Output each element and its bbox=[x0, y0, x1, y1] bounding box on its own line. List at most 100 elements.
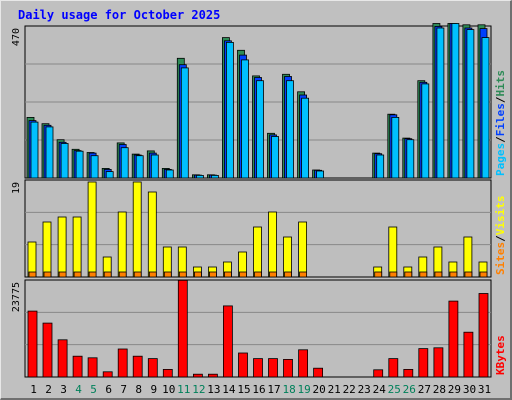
bar-pages-day-2 bbox=[45, 126, 54, 179]
panel-hits-legend: Pages/Files/Hits bbox=[494, 70, 507, 176]
bar-pages-day-31 bbox=[481, 37, 490, 179]
bar-kbytes-day-11 bbox=[177, 279, 188, 378]
bar-pages-day-4 bbox=[75, 150, 84, 179]
bar-sites-day-5 bbox=[88, 271, 97, 278]
legend-label-kbytes: KBytes bbox=[494, 335, 507, 375]
bar-visits-day-3 bbox=[57, 216, 67, 278]
bar-sites-day-8 bbox=[133, 271, 142, 278]
legend-label-files: Files bbox=[494, 103, 507, 136]
panel-visits: 19 Sites/Visits bbox=[11, 179, 507, 278]
bar-pages-day-24 bbox=[376, 154, 385, 179]
bar-kbytes-day-16 bbox=[253, 358, 263, 378]
bar-sites-day-17 bbox=[269, 271, 277, 278]
x-tick-label: 27 bbox=[418, 383, 431, 396]
bar-pages-day-7 bbox=[120, 147, 129, 179]
x-tick-label: 18 bbox=[282, 383, 295, 396]
bar-sites-day-15 bbox=[239, 271, 247, 278]
x-tick-label: 13 bbox=[207, 383, 220, 396]
panel-kbytes-ymax-label: 23775 bbox=[11, 282, 22, 312]
bar-visits-day-8 bbox=[132, 181, 142, 278]
bar-pages-day-26 bbox=[406, 139, 415, 179]
x-tick-label: 26 bbox=[403, 383, 416, 396]
bar-kbytes-day-24 bbox=[373, 369, 384, 378]
bar-sites-day-12 bbox=[193, 271, 202, 278]
chart-panels: 470 Pages/Files/Hits 19 Sites/Visits 23775 KB… bbox=[11, 23, 507, 378]
bar-visits-day-17 bbox=[268, 211, 277, 278]
x-tick-label: 17 bbox=[267, 383, 280, 396]
bar-kbytes-day-27 bbox=[418, 348, 429, 378]
bar-kbytes-day-30 bbox=[463, 331, 474, 378]
bar-pages-day-15 bbox=[241, 59, 249, 179]
bar-sites-day-19 bbox=[299, 271, 308, 278]
x-tick-label: 7 bbox=[120, 383, 127, 396]
bar-visits-day-25 bbox=[388, 226, 398, 278]
legend-label-sites: Sites bbox=[494, 242, 507, 275]
legend-label-visits: Visits bbox=[494, 196, 507, 236]
x-axis: 1 2 3 4 5 6 7 8 9 10 11 12 13 14 15 16 17 18 19 20 21 22 23 24 2… bbox=[30, 383, 491, 396]
x-tick-label: 12 bbox=[192, 383, 205, 396]
bar-sites-day-11 bbox=[178, 271, 187, 278]
bar-pages-day-13 bbox=[210, 174, 219, 179]
x-tick-label: 2 bbox=[45, 383, 52, 396]
bar-sites-day-3 bbox=[58, 271, 67, 278]
x-tick-label: 8 bbox=[135, 383, 142, 396]
bar-visits-day-5 bbox=[87, 181, 97, 278]
bar-sites-day-1 bbox=[28, 271, 37, 278]
bar-sites-day-9 bbox=[148, 271, 157, 278]
bar-pages-day-14 bbox=[225, 42, 234, 179]
x-tick-label: 30 bbox=[463, 383, 476, 396]
bar-pages-day-20 bbox=[316, 170, 325, 179]
bar-kbytes-day-17 bbox=[268, 358, 278, 378]
legend-separator: / bbox=[494, 235, 507, 242]
bar-visits-day-18 bbox=[283, 236, 292, 278]
panel-hits-ymax-label: 470 bbox=[11, 28, 22, 46]
bar-pages-day-30 bbox=[466, 29, 475, 179]
bar-kbytes-day-14 bbox=[222, 305, 233, 378]
legend-label-pages: Pages bbox=[494, 143, 507, 176]
x-tick-label: 22 bbox=[343, 383, 356, 396]
bar-kbytes-day-28 bbox=[433, 347, 444, 378]
x-tick-label: 1 bbox=[30, 383, 37, 396]
bar-kbytes-day-3 bbox=[57, 339, 68, 378]
bar-pages-day-19 bbox=[301, 97, 310, 179]
bar-pages-day-10 bbox=[165, 169, 174, 179]
bar-pages-day-28 bbox=[436, 27, 445, 179]
panel-hits: 470 Pages/Files/Hits bbox=[11, 23, 507, 179]
bar-kbytes-day-19 bbox=[298, 349, 309, 378]
panel-visits-ymax-label: 19 bbox=[11, 182, 22, 194]
x-tick-label: 6 bbox=[105, 383, 112, 396]
bar-kbytes-day-10 bbox=[162, 368, 173, 378]
bar-kbytes-day-4 bbox=[72, 355, 83, 378]
x-tick-label: 14 bbox=[222, 383, 236, 396]
x-tick-label: 20 bbox=[312, 383, 325, 396]
bar-kbytes-day-12 bbox=[192, 373, 203, 378]
bar-visits-day-30 bbox=[463, 236, 473, 278]
x-tick-label: 19 bbox=[297, 383, 310, 396]
bar-kbytes-day-7 bbox=[117, 348, 128, 378]
bar-sites-day-10 bbox=[163, 271, 172, 278]
x-tick-label: 16 bbox=[252, 383, 265, 396]
x-tick-label: 31 bbox=[478, 383, 491, 396]
bar-kbytes-day-31 bbox=[478, 293, 489, 378]
x-tick-label: 10 bbox=[162, 383, 175, 396]
bar-sites-day-28 bbox=[434, 271, 443, 278]
bar-visits-day-7 bbox=[117, 211, 127, 278]
x-tick-label: 15 bbox=[237, 383, 250, 396]
panel-kbytes-legend: KBytes bbox=[494, 335, 507, 375]
bar-sites-day-30 bbox=[464, 271, 473, 278]
bar-sites-day-31 bbox=[479, 271, 488, 278]
bar-pages-day-18 bbox=[286, 80, 294, 179]
bar-pages-day-1 bbox=[30, 121, 39, 179]
x-tick-label: 3 bbox=[60, 383, 67, 396]
bar-sites-day-13 bbox=[208, 271, 217, 278]
panel-kbytes: 23775 KBytes bbox=[11, 279, 507, 378]
x-tick-label: 28 bbox=[433, 383, 446, 396]
bar-pages-day-16 bbox=[256, 80, 264, 179]
bar-pages-day-5 bbox=[90, 155, 99, 179]
x-tick-label: 25 bbox=[388, 383, 401, 396]
bar-kbytes-day-5 bbox=[87, 357, 98, 378]
bar-sites-day-4 bbox=[73, 271, 82, 278]
bar-pages-day-29 bbox=[451, 23, 460, 179]
bar-pages-day-17 bbox=[271, 136, 279, 179]
